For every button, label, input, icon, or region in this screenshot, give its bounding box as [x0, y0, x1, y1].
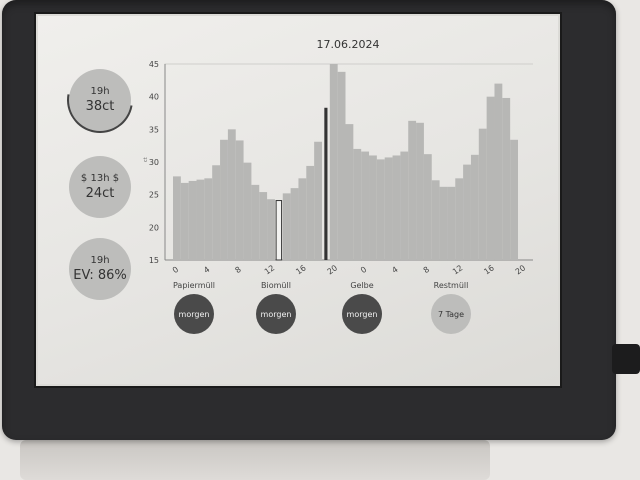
price-bar: [423, 154, 432, 260]
price-bar: [306, 165, 315, 260]
cheapest-price-circle: $ 13h $ 24ct: [69, 156, 131, 218]
price-bar: [353, 148, 362, 260]
price-bar: [180, 182, 189, 260]
price-bar: [259, 192, 268, 260]
current-hour-bar: [324, 107, 328, 261]
price-bar: [282, 193, 291, 260]
waste-yellow-label: Gelbe: [350, 281, 374, 290]
price-bar: [392, 155, 401, 260]
x-tick-label: 16: [294, 263, 308, 276]
price-bar: [369, 155, 377, 260]
y-tick-label: 15: [149, 256, 159, 265]
price-bar: [290, 188, 299, 260]
y-tick-label: 25: [149, 191, 159, 200]
y-tick-label: 35: [149, 125, 159, 134]
waste-yellow-badge: morgen: [342, 294, 382, 334]
y-tick-label: 45: [149, 60, 159, 69]
price-bar: [212, 165, 221, 260]
price-bar: [196, 179, 205, 260]
price-bar: [298, 178, 307, 260]
waste-bio-label: Biomüll: [261, 281, 291, 290]
price-bar: [431, 180, 440, 260]
price-bar: [173, 176, 181, 260]
bar-series: [173, 64, 518, 261]
price-bar: [314, 141, 322, 260]
price-bar: [337, 71, 346, 260]
power-cable: [612, 344, 640, 374]
price-bar: [251, 184, 260, 260]
current-price-hour: 19h: [90, 85, 110, 97]
price-bar: [502, 97, 511, 260]
price-chart: 17.06.2024 ct 15 20 25 30 35 40 45 0 4 8 12 16 20 0 4…: [143, 38, 533, 277]
x-tick-label: 0: [359, 265, 368, 275]
price-bar: [478, 128, 487, 260]
price-bar: [329, 64, 338, 260]
current-price-circle: 19h 38ct: [69, 69, 131, 131]
price-bar: [376, 159, 385, 260]
price-bar: [455, 178, 464, 260]
price-bar: [408, 120, 417, 260]
y-tick-label: 40: [149, 93, 159, 102]
x-tick-label: 20: [326, 263, 340, 276]
waste-residual: Restmüll 7 Tage: [406, 280, 496, 334]
eink-display: 19h 38ct $ 13h $ 24ct 19h EV: 86% 17.06.…: [38, 16, 558, 384]
x-tick-label: 4: [202, 265, 211, 275]
price-bar: [447, 186, 456, 260]
price-bar: [486, 96, 495, 260]
price-bar: [400, 151, 409, 260]
x-tick-label: 12: [451, 263, 465, 276]
x-tick-label: 12: [263, 263, 277, 276]
y-tick-labels: 15 20 25 30 35 40 45: [149, 60, 159, 265]
price-bar: [494, 83, 503, 260]
lowest-price-bar: [275, 200, 283, 261]
waste-residual-label: Restmüll: [433, 281, 469, 290]
x-tick-label: 4: [390, 265, 399, 275]
x-tick-label: 16: [482, 263, 496, 276]
x-tick-label: 20: [514, 263, 528, 276]
x-tick-label: 0: [171, 265, 180, 275]
price-bar: [416, 122, 424, 260]
wall-shadow: [20, 440, 490, 480]
waste-bio: Biomüll morgen: [231, 280, 321, 334]
price-bar: [463, 164, 471, 260]
chart-title: 17.06.2024: [317, 38, 380, 51]
ev-charge-hour: 19h: [90, 254, 110, 266]
price-bar: [227, 129, 236, 260]
price-bar: [361, 151, 370, 260]
waste-residual-badge: 7 Tage: [431, 294, 471, 334]
y-tick-label: 30: [149, 158, 159, 167]
waste-paper-badge: morgen: [174, 294, 214, 334]
price-bar: [204, 178, 213, 260]
x-tick-label: 8: [422, 265, 431, 275]
waste-paper-label: Papiermüll: [172, 281, 216, 290]
price-bar: [439, 186, 448, 260]
price-bar: [243, 162, 252, 260]
price-bar: [510, 139, 518, 260]
x-tick-label: 8: [234, 265, 243, 275]
ev-charge-circle: 19h EV: 86%: [69, 238, 131, 300]
price-bar: [384, 157, 393, 260]
waste-yellow: Gelbe morgen: [317, 280, 407, 334]
price-bar: [188, 180, 197, 260]
current-price-value: 38ct: [85, 98, 115, 114]
y-axis-unit: ct: [143, 157, 149, 162]
waste-paper: Papiermüll morgen: [149, 280, 239, 334]
price-bar: [267, 199, 275, 260]
price-bar: [235, 140, 244, 260]
price-bar: [470, 154, 479, 260]
waste-bio-badge: morgen: [256, 294, 296, 334]
price-bar: [345, 124, 354, 260]
y-tick-label: 20: [149, 223, 159, 232]
price-bar: [220, 139, 228, 260]
ev-charge-value: EV: 86%: [73, 267, 127, 283]
cheapest-price-value: 24ct: [85, 185, 115, 201]
x-tick-labels: 0 4 8 12 16 20 0 4 8 12 16 20: [171, 263, 527, 276]
cheapest-price-hour: $ 13h $: [80, 172, 120, 184]
